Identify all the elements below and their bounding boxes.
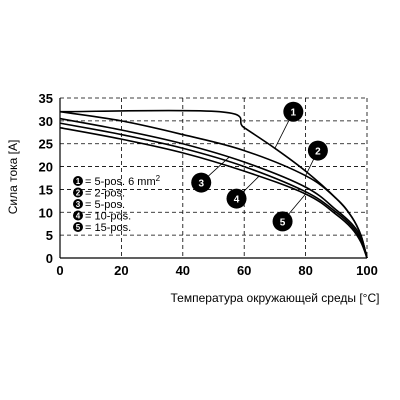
callout-markers: 1 2 3 4 5 [191,101,328,232]
axes [59,98,367,259]
y-tick-label: 30 [39,114,53,129]
legend-entry-3: = 5-pos. [85,199,125,211]
y-tick-label: 10 [39,205,53,220]
callout-marker-label: 3 [198,179,204,190]
legend-entry-2: = 2-pos. [85,188,125,200]
series-group [59,109,368,259]
y-tick-label: 5 [46,228,53,243]
x-axis-label: Температура окружающей среды [°C] [171,291,380,305]
x-tick-label: 20 [114,263,128,278]
y-tick-label: 0 [46,251,53,266]
callout-marker-label: 5 [280,217,286,228]
legend: 1 = 5-pos. 6 mm2 2 = 2-pos. 3 = 5-pos. 4 = 10-p… [73,174,161,234]
callout-marker-label: 4 [234,195,240,206]
legend-marker-label: 3 [76,200,81,209]
x-tick-label: 0 [56,263,63,278]
legend-marker-5 [73,222,83,232]
callout-marker-1 [283,101,304,122]
callout-marker-label: 2 [315,147,321,158]
callout-marker-4 [226,188,247,209]
legend-marker-label: 4 [76,212,81,221]
callout-marker-label: 1 [291,108,297,119]
legend-entry-4: = 10-pos. [85,211,131,223]
legend-marker-3 [73,199,83,209]
y-tick-label: 15 [39,182,53,197]
y-tick-label: 25 [39,137,53,152]
legend-marker-label: 1 [76,177,81,186]
y-tick-label: 35 [39,91,53,106]
x-tick-label: 60 [237,263,251,278]
x-tick-label: 40 [176,263,190,278]
x-tick-label: 100 [356,263,378,278]
series-line-4 [59,122,368,259]
legend-entry-1: = 5-pos. 6 mm2 [85,174,161,188]
x-tick-label: 80 [298,263,312,278]
legend-marker-1 [73,176,83,186]
y-axis-label: Сила тока [A] [6,140,20,215]
legend-entry-5: = 15-pos. [85,222,131,234]
legend-marker-label: 5 [76,223,81,232]
y-tick-label: 20 [39,160,53,175]
callout-marker-5 [272,211,293,232]
series-line-3 [59,117,368,259]
callout-marker-3 [191,172,212,193]
legend-marker-label: 2 [76,189,81,198]
legend-marker-2 [73,187,83,198]
legend-marker-4 [73,210,83,221]
callout-marker-2 [307,140,328,161]
